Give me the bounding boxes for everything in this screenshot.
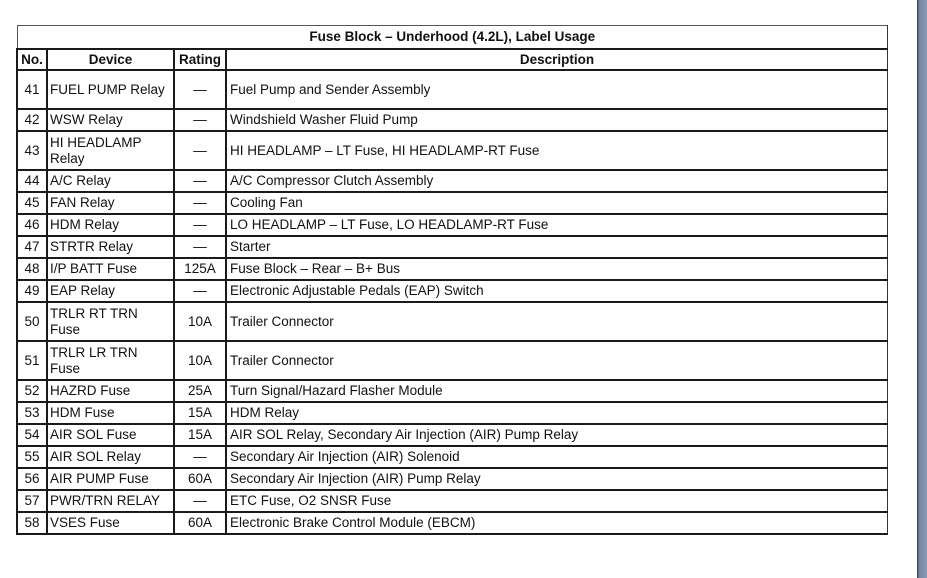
cell-description: Fuel Pump and Sender Assembly xyxy=(225,69,888,110)
column-header-rating: Rating xyxy=(173,48,227,71)
table-row: 57 PWR/TRN RELAY — ETC Fuse, O2 SNSR Fuse xyxy=(16,489,888,513)
table-row: 53 HDM Fuse 15A HDM Relay xyxy=(16,401,888,425)
cell-description: Windshield Washer Fluid Pump xyxy=(225,108,888,132)
cell-no: 47 xyxy=(16,235,48,259)
cell-rating: — xyxy=(173,279,227,303)
cell-rating: 25A xyxy=(173,379,227,403)
table-row: 51 TRLR LR TRN Fuse 10A Trailer Connector xyxy=(16,340,888,381)
cell-rating: 10A xyxy=(173,340,227,381)
cell-no: 50 xyxy=(16,301,48,342)
cell-description: HI HEADLAMP – LT Fuse, HI HEADLAMP-RT Fu… xyxy=(225,130,888,171)
cell-device: PWR/TRN RELAY xyxy=(46,489,175,513)
cell-device: HDM Fuse xyxy=(46,401,175,425)
cell-description: LO HEADLAMP – LT Fuse, LO HEADLAMP-RT Fu… xyxy=(225,213,888,237)
table-title: Fuse Block – Underhood (4.2L), Label Usa… xyxy=(16,25,888,50)
table-row: 50 TRLR RT TRN Fuse 10A Trailer Connector xyxy=(16,301,888,342)
cell-device: AIR SOL Fuse xyxy=(46,423,175,447)
cell-rating: 60A xyxy=(173,511,227,535)
cell-no: 51 xyxy=(16,340,48,381)
cell-device: EAP Relay xyxy=(46,279,175,303)
cell-description: Secondary Air Injection (AIR) Solenoid xyxy=(225,445,888,469)
cell-no: 58 xyxy=(16,511,48,535)
column-header-device: Device xyxy=(46,48,175,71)
cell-rating: 15A xyxy=(173,401,227,425)
cell-device: A/C Relay xyxy=(46,169,175,193)
cell-rating: — xyxy=(173,445,227,469)
table-row: 44 A/C Relay — A/C Compressor Clutch Assemb… xyxy=(16,169,888,193)
cell-device: HAZRD Fuse xyxy=(46,379,175,403)
cell-description: Secondary Air Injection (AIR) Pump Relay xyxy=(225,467,888,491)
cell-device: FAN Relay xyxy=(46,191,175,215)
cell-description: Trailer Connector xyxy=(225,340,888,381)
cell-no: 45 xyxy=(16,191,48,215)
table-row: 54 AIR SOL Fuse 15A AIR SOL Relay, Secondar… xyxy=(16,423,888,447)
cell-rating: 10A xyxy=(173,301,227,342)
column-header-description: Description xyxy=(225,48,888,71)
cell-description: Electronic Brake Control Module (EBCM) xyxy=(225,511,888,535)
cell-no: 54 xyxy=(16,423,48,447)
column-header-no: No. xyxy=(16,48,48,71)
cell-rating: — xyxy=(173,489,227,513)
cell-no: 41 xyxy=(16,69,48,110)
cell-description: Trailer Connector xyxy=(225,301,888,342)
table-row: 45 FAN Relay — Cooling Fan xyxy=(16,191,888,215)
table-row: 41 FUEL PUMP Relay — Fuel Pump and Sender A… xyxy=(16,69,888,110)
cell-rating: — xyxy=(173,108,227,132)
cell-no: 46 xyxy=(16,213,48,237)
cell-no: 44 xyxy=(16,169,48,193)
table-row: 43 HI HEADLAMP Relay — HI HEADLAMP – LT Fus… xyxy=(16,130,888,171)
cell-device: AIR PUMP Fuse xyxy=(46,467,175,491)
table-row: 56 AIR PUMP Fuse 60A Secondary Air Injectio… xyxy=(16,467,888,491)
table-row: 46 HDM Relay — LO HEADLAMP – LT Fuse, LO HE… xyxy=(16,213,888,237)
cell-device: TRLR RT TRN Fuse xyxy=(46,301,175,342)
cell-rating: 15A xyxy=(173,423,227,447)
cell-no: 49 xyxy=(16,279,48,303)
table-row: 49 EAP Relay — Electronic Adjustable Pedals… xyxy=(16,279,888,303)
cell-no: 48 xyxy=(16,257,48,281)
cell-description: Starter xyxy=(225,235,888,259)
cell-device: STRTR Relay xyxy=(46,235,175,259)
cell-device: FUEL PUMP Relay xyxy=(46,69,175,110)
cell-rating: 125A xyxy=(173,257,227,281)
cell-description: Electronic Adjustable Pedals (EAP) Switc… xyxy=(225,279,888,303)
cell-device: HI HEADLAMP Relay xyxy=(46,130,175,171)
cell-description: Cooling Fan xyxy=(225,191,888,215)
cell-device: TRLR LR TRN Fuse xyxy=(46,340,175,381)
cell-no: 43 xyxy=(16,130,48,171)
cell-no: 53 xyxy=(16,401,48,425)
cell-description: HDM Relay xyxy=(225,401,888,425)
cell-description: ETC Fuse, O2 SNSR Fuse xyxy=(225,489,888,513)
cell-rating: — xyxy=(173,69,227,110)
table-row: 58 VSES Fuse 60A Electronic Brake Control M… xyxy=(16,511,888,535)
cell-device: I/P BATT Fuse xyxy=(46,257,175,281)
cell-no: 52 xyxy=(16,379,48,403)
cell-description: AIR SOL Relay, Secondary Air Injection (… xyxy=(225,423,888,447)
cell-no: 56 xyxy=(16,467,48,491)
cell-rating: 60A xyxy=(173,467,227,491)
cell-device: VSES Fuse xyxy=(46,511,175,535)
cell-rating: — xyxy=(173,169,227,193)
cell-description: Fuse Block – Rear – B+ Bus xyxy=(225,257,888,281)
table-row: 55 AIR SOL Relay — Secondary Air Injection … xyxy=(16,445,888,469)
cell-description: A/C Compressor Clutch Assembly xyxy=(225,169,888,193)
cell-device: AIR SOL Relay xyxy=(46,445,175,469)
cell-rating: — xyxy=(173,235,227,259)
table-row: 47 STRTR Relay — Starter xyxy=(16,235,888,259)
table-row: 42 WSW Relay — Windshield Washer Fluid Pump xyxy=(16,108,888,132)
cell-no: 42 xyxy=(16,108,48,132)
cell-rating: — xyxy=(173,213,227,237)
cell-device: HDM Relay xyxy=(46,213,175,237)
cell-no: 55 xyxy=(16,445,48,469)
fuse-table: Fuse Block – Underhood (4.2L), Label Usa… xyxy=(16,25,888,535)
cell-device: WSW Relay xyxy=(46,108,175,132)
cell-description: Turn Signal/Hazard Flasher Module xyxy=(225,379,888,403)
cell-no: 57 xyxy=(16,489,48,513)
cell-rating: — xyxy=(173,191,227,215)
window-edge-scrollbar xyxy=(917,0,927,578)
cell-rating: — xyxy=(173,130,227,171)
table-row: 48 I/P BATT Fuse 125A Fuse Block – Rear – B… xyxy=(16,257,888,281)
table-row: 52 HAZRD Fuse 25A Turn Signal/Hazard Flashe… xyxy=(16,379,888,403)
